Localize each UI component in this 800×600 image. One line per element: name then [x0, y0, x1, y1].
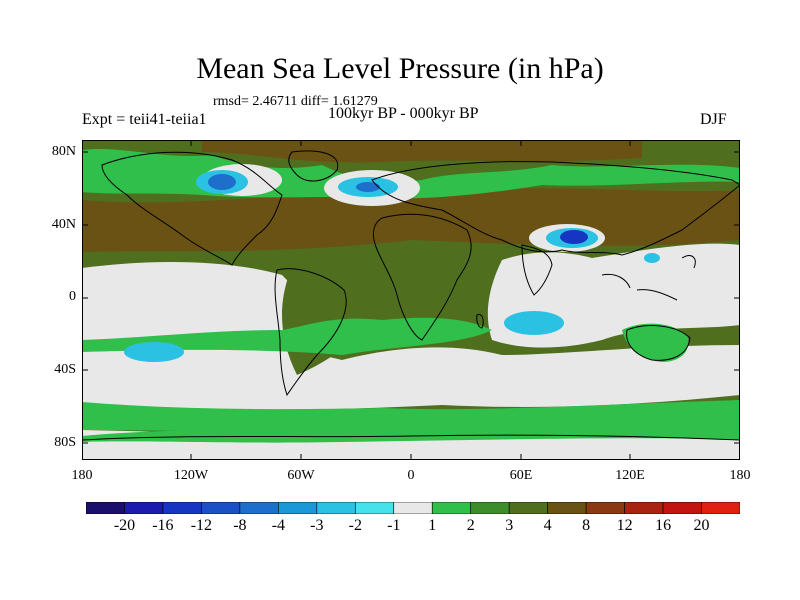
colorbar	[86, 502, 740, 514]
coastlines	[82, 150, 740, 441]
pressure-map	[82, 140, 740, 460]
colorbar-label: 12	[616, 517, 633, 534]
stats-text: rmsd= 2.46711 diff= 1.61279	[213, 94, 378, 109]
colorbar-label: -2	[348, 517, 362, 534]
colorbar-label: -16	[152, 517, 174, 534]
field-cyan-westpacific	[644, 253, 660, 263]
colorbar-box	[662, 502, 702, 514]
season-label: DJF	[700, 111, 727, 128]
colorbar-label: -12	[190, 517, 213, 534]
colorbar-box	[431, 502, 472, 514]
colorbar-box	[86, 502, 125, 514]
colorbar-label: 4	[543, 517, 552, 534]
colorbar-label: 20	[693, 517, 710, 534]
colorbar-box	[624, 502, 664, 514]
colorbar-label: 1	[428, 517, 437, 534]
y-label-80s: 80S	[54, 435, 76, 450]
y-label-80n: 80N	[51, 144, 76, 159]
map-title: Mean Sea Level Pressure (in hPa)	[196, 52, 604, 85]
field-cyan-pacific	[124, 342, 184, 362]
field-brown-arctic	[202, 140, 642, 163]
x-label-180w: 180	[71, 468, 93, 483]
x-label-60w: 60W	[287, 468, 315, 483]
colorbar-box	[547, 502, 587, 514]
x-label-180e: 180	[729, 468, 751, 483]
colorbar-box	[124, 502, 164, 514]
colorbar-box	[316, 502, 356, 514]
field-blue-greenland	[208, 174, 236, 190]
field-cyan-indian	[504, 311, 564, 335]
colorbar-box	[393, 502, 433, 514]
colorbar-box	[162, 502, 202, 514]
colorbar-box	[585, 502, 625, 514]
field-gray-pacific	[82, 262, 322, 345]
colorbar-label: -20	[113, 517, 136, 534]
colorbar-box	[278, 502, 318, 514]
colorbar-label: 16	[655, 517, 672, 534]
colorbar-label: -4	[271, 517, 286, 534]
colorbar-label: 2	[466, 517, 475, 534]
colorbar-box	[354, 502, 395, 514]
field-blue-iceland	[356, 182, 380, 192]
field-green-australia	[622, 323, 689, 362]
colorbar-label: -1	[387, 517, 401, 534]
colorbar-box	[470, 502, 510, 514]
y-label-40s: 40S	[54, 362, 76, 377]
colorbar-box	[701, 502, 740, 514]
field-gray-south	[82, 344, 740, 411]
colorbar-label: 3	[505, 517, 514, 534]
x-label-60e: 60E	[509, 468, 533, 483]
field-blue-tibet	[560, 230, 588, 244]
colorbar-box	[508, 502, 548, 514]
map-ticks	[82, 140, 740, 460]
colorbar-label: 8	[582, 517, 591, 534]
colorbar-label: -8	[233, 517, 247, 534]
field-green-tropics	[82, 317, 492, 355]
y-label-40n: 40N	[51, 217, 76, 232]
colorbar-label: -3	[310, 517, 324, 534]
x-label-0: 0	[407, 468, 415, 483]
colorbar-box	[201, 502, 241, 514]
x-label-120w: 120W	[173, 468, 209, 483]
y-label-0: 0	[69, 289, 76, 304]
colorbar-box	[239, 502, 279, 514]
x-label-120e: 120E	[615, 468, 645, 483]
experiment-label: Expt = teii41-teiia1	[82, 111, 207, 128]
period-label: 100kyr BP - 000kyr BP	[328, 105, 479, 122]
